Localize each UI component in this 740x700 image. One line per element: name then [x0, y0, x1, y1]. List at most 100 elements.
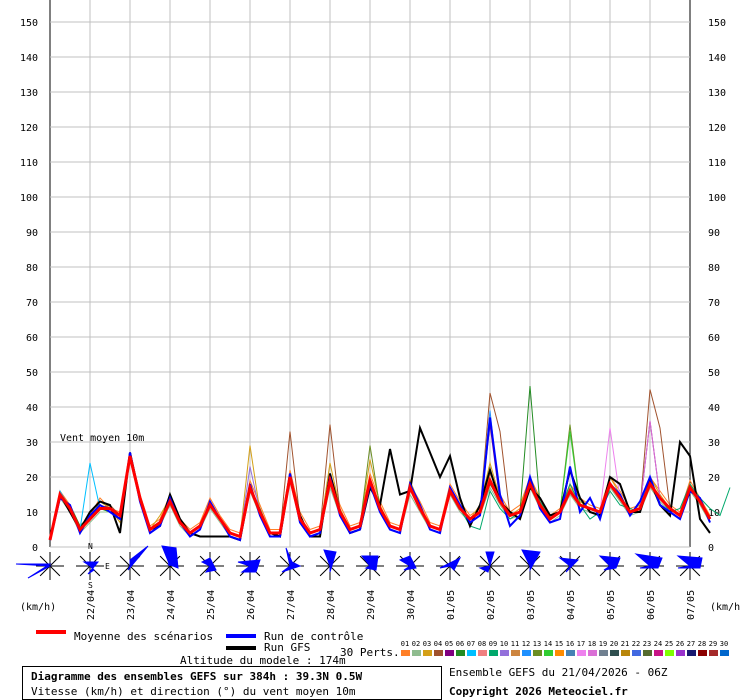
pert-number: 10 [499, 640, 509, 648]
y-tick-label: 100 [20, 193, 38, 204]
pert-number: 11 [510, 640, 520, 648]
pert-number: 01 [400, 640, 410, 648]
title-box: Diagramme des ensembles GEFS sur 384h : … [22, 666, 442, 700]
main-series-lines [48, 417, 712, 542]
legend-mean-swatch [36, 630, 66, 634]
pert-swatch [445, 650, 454, 656]
wind-rose [596, 552, 624, 580]
wind-rose-petal [15, 563, 52, 579]
y-tick-label: 40 [708, 403, 720, 414]
y-tick-label: 150 [20, 18, 38, 29]
member-line-06 [49, 385, 711, 541]
wind-rose-petal [82, 561, 100, 575]
wind-rose-petal [127, 545, 149, 571]
pert-swatch [467, 650, 476, 656]
y-tick-label: 70 [708, 298, 720, 309]
pert-swatch [555, 650, 564, 656]
wind-rose [516, 549, 544, 580]
wind-rose [396, 552, 424, 580]
compass-s: S [88, 581, 93, 590]
pert-swatch [588, 650, 597, 656]
y-tick-label: 10 [26, 508, 38, 519]
y-axis-right: 0 10 20 30 40 50 60 70 80 90 100 110 120 130 140 150 [708, 18, 726, 554]
member-line-12 [49, 410, 711, 541]
legend-gfs-swatch [226, 646, 256, 650]
pert-swatch [522, 650, 531, 656]
pert-swatch [621, 650, 630, 656]
x-tick-label: 23/04 [126, 590, 137, 620]
pert-number: 04 [433, 640, 443, 648]
y-tick-label: 120 [20, 123, 38, 134]
pert-swatch [599, 650, 608, 656]
pert-number: 27 [686, 640, 696, 648]
wind-rose-petal [521, 549, 541, 572]
pert-swatch [544, 650, 553, 656]
pert-number: 05 [444, 640, 454, 648]
wind-rose [76, 552, 104, 580]
y-tick-label: 110 [20, 158, 38, 169]
wind-rose [116, 545, 149, 580]
y-tick-label: 150 [708, 18, 726, 29]
wind-rose-petal [281, 547, 302, 573]
x-tick-label: 22/04 [86, 590, 97, 620]
series-line-1 [49, 417, 711, 542]
altitude-label: Altitude du modele : 174m [180, 654, 346, 667]
pert-number: 20 [609, 640, 619, 648]
x-tick-label: 01/05 [446, 590, 457, 620]
pert-swatch [500, 650, 509, 656]
y-tick-label: 30 [708, 438, 720, 449]
pert-swatch [478, 650, 487, 656]
x-tick-label: 29/04 [366, 590, 377, 620]
wind-rose [676, 552, 704, 580]
legend-control-swatch [226, 634, 256, 638]
pert-number: 28 [697, 640, 707, 648]
x-axis-date-labels: 22/04 23/04 24/04 25/04 26/04 27/04 28/04 29/04… [86, 590, 697, 620]
wind-rose-petal [676, 555, 703, 569]
chart-subtitle: Vitesse (km/h) et direction (°) du vent … [31, 685, 356, 698]
pert-swatch [577, 650, 586, 656]
pert-number: 09 [488, 640, 498, 648]
wind-rose-petal [558, 557, 580, 573]
x-tick-label: 24/04 [166, 590, 177, 620]
y-tick-label: 0 [708, 543, 714, 554]
y-tick-label: 30 [26, 438, 38, 449]
member-line-04 [49, 389, 711, 541]
y-tick-label: 100 [708, 193, 726, 204]
wind-rose-petal [478, 551, 495, 573]
x-tick-label: 28/04 [326, 590, 337, 620]
pert-number: 25 [664, 640, 674, 648]
member-lines [49, 385, 731, 541]
vent-moyen-annotation: Vent moyen 10m [60, 433, 144, 444]
wind-rose [196, 552, 224, 580]
y-tick-label: 10 [708, 508, 720, 519]
wind-rose [236, 552, 264, 580]
pert-swatch [676, 650, 685, 656]
pert-number: 02 [411, 640, 421, 648]
wind-rose-petal [323, 549, 337, 573]
pert-swatch [566, 650, 575, 656]
pert-swatch [434, 650, 443, 656]
wind-rose-petal [237, 559, 261, 573]
wind-rose [276, 547, 304, 580]
compass-n: N [88, 542, 93, 551]
wind-rose-petal [598, 555, 621, 571]
wind-rose [316, 549, 344, 580]
y-tick-label: 120 [708, 123, 726, 134]
compass-rose: N S E [88, 542, 110, 590]
y-tick-label: 60 [26, 333, 38, 344]
chart-grid [49, 0, 691, 548]
pert-swatch [489, 650, 498, 656]
y-tick-label: 110 [708, 158, 726, 169]
pert-swatch [632, 650, 641, 656]
y-tick-label: 70 [26, 298, 38, 309]
y-tick-label: 140 [708, 53, 726, 64]
wind-rose [476, 551, 504, 580]
y-tick-label: 0 [32, 543, 38, 554]
legend-control-label: Run de contrôle [264, 630, 364, 643]
series-line-2 [48, 455, 712, 541]
y-tick-label: 60 [708, 333, 720, 344]
pert-number: 19 [598, 640, 608, 648]
wind-rose [356, 552, 384, 580]
pert-swatch [654, 650, 663, 656]
